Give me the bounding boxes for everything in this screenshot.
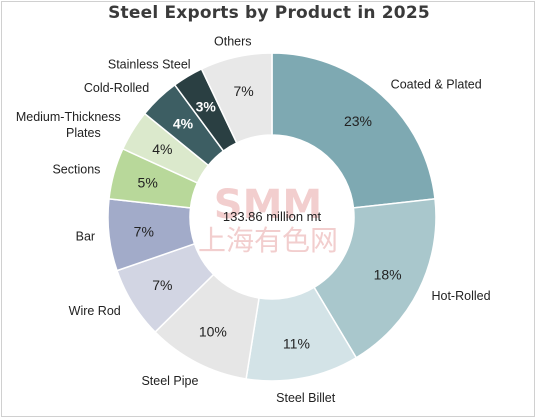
slice-percent-others: 7%	[233, 83, 253, 99]
slice-percent-steel-pipe: 10%	[199, 324, 227, 340]
slice-name-cold-rolled: Cold-Rolled	[84, 81, 149, 95]
slice-percent-stainless-steel: 3%	[196, 98, 217, 114]
slice-name-sections: Sections	[52, 163, 100, 177]
slice-name-wire-rod: Wire Rod	[69, 304, 121, 318]
center-total-label: 133.86 million mt	[223, 209, 322, 224]
watermark-logo-subtext: 上海有色网	[198, 224, 338, 257]
slice-percent-medium-thickness-plates: 4%	[152, 141, 172, 157]
slice-name-bar: Bar	[76, 230, 95, 244]
slice-name-hot-rolled: Hot-Rolled	[431, 289, 490, 303]
slice-percent-hot-rolled: 18%	[374, 266, 402, 282]
slice-name-stainless-steel: Stainless Steel	[108, 57, 191, 71]
slice-labels: 23% Coated & Plated 18% Hot-Rolled 11% Steel …	[16, 34, 491, 404]
chart-title: Steel Exports by Product in 2025	[108, 3, 430, 23]
slice-name-others: Others	[214, 34, 252, 48]
donut-hole	[191, 136, 353, 298]
smm-watermark: SMM 上海有色网	[198, 182, 338, 257]
slice-coated-and-plated	[271, 52, 436, 209]
slice-hot-rolled	[313, 197, 437, 359]
donut-slices	[107, 52, 437, 382]
slice-name-coated-and-plated: Coated & Plated	[391, 77, 482, 91]
slice-percent-bar: 7%	[134, 223, 154, 239]
slice-others	[200, 52, 273, 144]
slice-percent-sections: 5%	[138, 175, 158, 191]
slice-percent-steel-billet: 11%	[283, 336, 310, 352]
slice-name-medium-thickness-plates: Medium-Thickness Plates	[16, 110, 121, 140]
slice-percent-cold-rolled: 4%	[173, 116, 194, 132]
slice-name-steel-billet: Steel Billet	[276, 391, 336, 405]
slice-percent-wire-rod: 7%	[152, 277, 172, 293]
slice-percent-coated-and-plated: 23%	[344, 113, 372, 129]
watermark-logo: SMM	[214, 182, 322, 228]
slice-name-steel-pipe: Steel Pipe	[141, 374, 198, 388]
